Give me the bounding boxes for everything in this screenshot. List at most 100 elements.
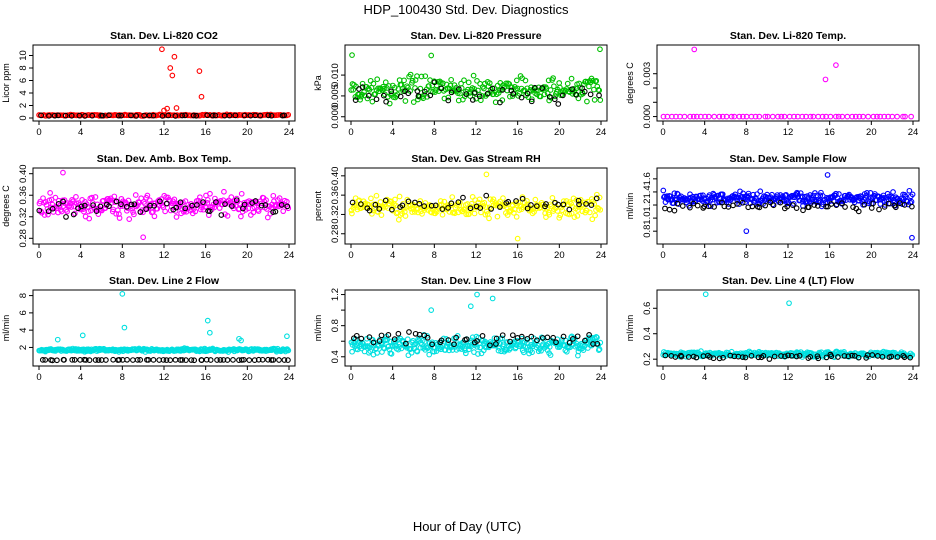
data-point (382, 79, 389, 86)
y-tick-label: 0.000 (642, 105, 653, 129)
x-tick-label: 16 (824, 250, 835, 261)
data-point (547, 87, 554, 93)
data-point (364, 95, 371, 102)
data-point (532, 196, 539, 203)
reference-point (671, 207, 678, 214)
data-point (267, 210, 274, 217)
data-point (41, 212, 48, 218)
x-tick-label: 8 (744, 372, 749, 383)
y-tick-label: 1.2 (330, 288, 341, 301)
x-tick-label: 12 (783, 127, 794, 138)
reference-point (463, 336, 470, 343)
reference-point (583, 201, 589, 207)
reference-point (519, 195, 526, 202)
data-point (550, 75, 556, 81)
reference-point (358, 201, 364, 207)
reference-point (380, 92, 387, 99)
data-point (132, 192, 139, 198)
data-point (463, 211, 470, 218)
reference-point (476, 93, 483, 100)
reference-point (823, 203, 830, 210)
reference-point (424, 334, 431, 341)
data-point (719, 191, 726, 198)
reference-point (533, 203, 540, 209)
reference-point (586, 331, 592, 338)
data-point (207, 190, 213, 197)
data-point (865, 113, 872, 120)
data-point (470, 204, 477, 210)
reference-point (165, 112, 172, 119)
data-point (500, 195, 506, 201)
data-point (432, 210, 439, 217)
data-point (456, 202, 463, 209)
reference-point (213, 199, 219, 205)
outlier-point (483, 171, 490, 178)
data-point (690, 113, 697, 120)
data-point (754, 191, 760, 198)
reference-point (220, 357, 227, 363)
reference-point (123, 204, 130, 210)
x-tick-label: 0 (348, 372, 353, 383)
panel-8: Stan. Dev. Line 3 Flow 0 4 8 12 16 20 24 0.4 0.8 1… (313, 275, 608, 383)
data-point (546, 344, 553, 350)
reference-point (232, 112, 239, 119)
data-point (694, 113, 700, 120)
reference-point (559, 92, 566, 99)
panel-title: Stan. Dev. Line 4 (LT) Flow (722, 275, 855, 287)
data-point (349, 348, 355, 355)
y-tick-label: 0.8 (330, 319, 341, 332)
reference-point (550, 334, 556, 341)
reference-point (785, 352, 791, 359)
reference-point (406, 329, 412, 335)
data-point (660, 113, 667, 120)
reference-point (896, 200, 903, 207)
data-point (374, 76, 381, 83)
reference-point (855, 354, 862, 361)
reference-point (534, 337, 540, 344)
data-point (482, 211, 489, 218)
reference-point (439, 206, 446, 212)
x-tick-label: 24 (284, 127, 295, 138)
data-point (238, 213, 244, 220)
data-point (386, 83, 392, 89)
data-point (660, 187, 667, 194)
data-point (367, 77, 374, 84)
reference-point (422, 88, 428, 95)
reference-point (429, 341, 435, 348)
data-point (369, 98, 376, 105)
data-point (373, 192, 380, 199)
data-point (134, 112, 141, 118)
reference-point (389, 206, 395, 213)
reference-point (68, 112, 75, 119)
data-point (72, 210, 78, 217)
reference-point (124, 356, 130, 363)
panel-title: Stan. Dev. Gas Stream RH (411, 153, 540, 165)
plot-frame (32, 289, 296, 367)
reference-point (720, 354, 726, 361)
reference-point (372, 201, 379, 208)
reference-point (755, 354, 762, 361)
outlier-point (514, 235, 521, 242)
data-point (557, 84, 563, 91)
reference-point (576, 201, 582, 208)
reference-point (566, 339, 573, 346)
reference-point (493, 335, 500, 342)
reference-point (594, 340, 601, 347)
reference-point (861, 201, 868, 208)
reference-point (190, 112, 197, 119)
x-tick-label: 0 (36, 372, 41, 383)
data-point (526, 350, 532, 357)
data-point (86, 215, 93, 222)
x-tick-label: 16 (824, 127, 835, 138)
data-point (451, 210, 458, 217)
data-point (409, 77, 416, 84)
reference-point (445, 97, 452, 104)
data-point (61, 197, 68, 203)
data-point (781, 113, 788, 120)
reference-point (869, 352, 876, 358)
data-point (549, 195, 556, 201)
data-point (224, 213, 231, 219)
panel-9: Stan. Dev. Line 4 (LT) Flow 0 4 8 12 16 20 24 0.… (625, 275, 920, 383)
x-tick-label: 20 (554, 372, 565, 383)
reference-point (807, 354, 814, 360)
